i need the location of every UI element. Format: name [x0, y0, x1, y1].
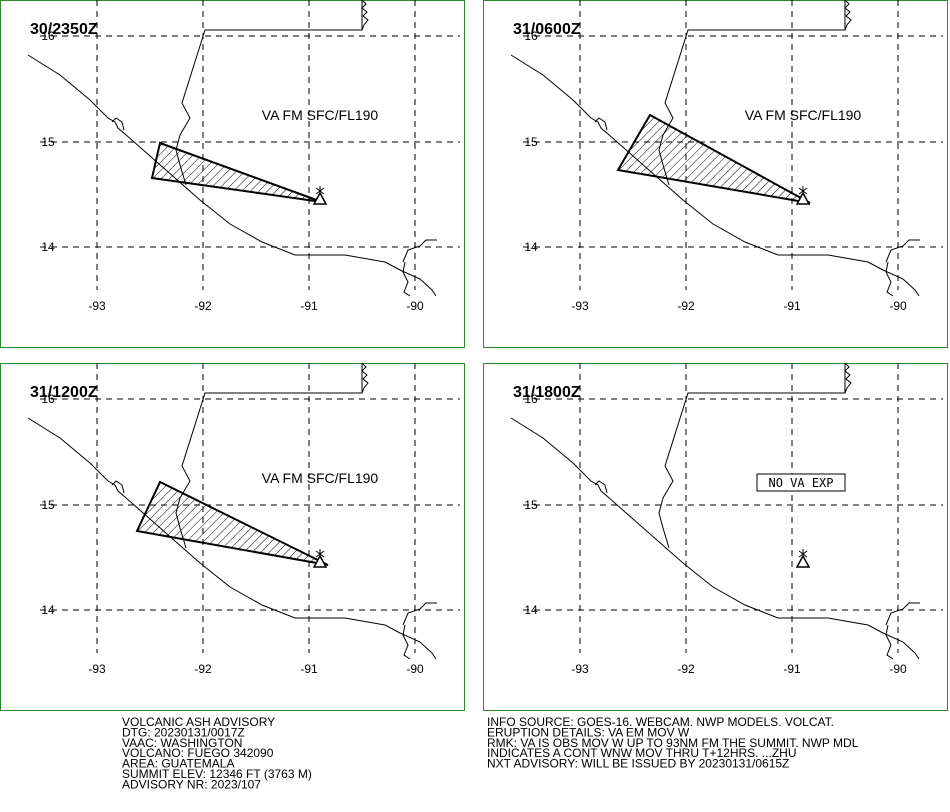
lon-label: -90 — [889, 299, 907, 313]
map-boundary — [361, 362, 369, 394]
ash-note: VA FM SFC/FL190 — [262, 107, 379, 123]
map-boundary — [111, 480, 125, 494]
map-boundary — [885, 602, 920, 626]
panel-frame — [483, 363, 948, 711]
map-boundary — [885, 624, 894, 660]
lon-label: -90 — [406, 299, 424, 313]
lat-label: 15 — [524, 498, 538, 512]
map-boundary — [111, 117, 125, 131]
lon-label: -92 — [677, 299, 695, 313]
eruption-icon — [798, 186, 808, 195]
lon-label: -90 — [406, 662, 424, 676]
lon-label: -92 — [194, 662, 212, 676]
lon-label: -93 — [88, 662, 106, 676]
map-boundary — [27, 54, 437, 297]
map-panel: -93 -92 -91 -90 16 15 14 31/0600Z VA FM SFC/FL19… — [483, 0, 948, 348]
ash-area — [135, 480, 329, 566]
panel-time: 31/0600Z — [513, 21, 581, 38]
lat-label: 14 — [524, 240, 538, 254]
eruption-icon — [315, 186, 325, 195]
lon-label: -91 — [783, 299, 801, 313]
lat-label: 16 — [41, 29, 55, 43]
volcano-icon — [312, 554, 328, 568]
panel-time: 31/1200Z — [30, 384, 98, 401]
lon-label: -91 — [300, 299, 318, 313]
advisory-line: ADVISORY NR: 2023/107 — [122, 777, 261, 791]
advisory-line: INFO SOURCE: GOES-16. WEBCAM. NWP MODELS… — [487, 715, 834, 729]
lon-label: -93 — [88, 299, 106, 313]
advisory-line: AREA: GUATEMALA — [122, 757, 234, 771]
map-boundary — [594, 480, 608, 494]
lat-label: 15 — [41, 498, 55, 512]
advisory-line: ERUPTION DETAILS: VA EM MOV W — [487, 725, 690, 739]
panel-frame — [0, 0, 465, 348]
ash-note: VA FM SFC/FL190 — [262, 470, 379, 486]
map-boundary — [402, 602, 437, 626]
advisory-line: RMK: VA IS OBS MOV W UP TO 93NM FM THE S… — [487, 736, 859, 750]
eruption-icon — [798, 549, 808, 558]
volcano-icon — [312, 191, 328, 205]
lon-label: -92 — [194, 299, 212, 313]
lat-label: 14 — [524, 603, 538, 617]
map-boundary — [510, 54, 920, 297]
map-boundary — [510, 417, 920, 660]
lon-label: -93 — [571, 662, 589, 676]
panel-frame — [483, 0, 948, 348]
map-boundary — [885, 261, 894, 297]
lat-label: 16 — [524, 29, 538, 43]
map-boundary — [27, 417, 437, 660]
lon-label: -92 — [677, 662, 695, 676]
panel-frame — [0, 363, 465, 711]
map-panel: -93 -92 -91 -90 16 15 14 30/2350Z VA FM SFC/FL19… — [0, 0, 465, 348]
lat-label: 16 — [524, 392, 538, 406]
ash-area — [150, 141, 323, 203]
ash-note: NO VA EXP — [768, 476, 833, 490]
lat-label: 15 — [41, 135, 55, 149]
advisory-line: NXT ADVISORY: WILL BE ISSUED BY 20230131… — [487, 757, 789, 771]
advisory-line: VOLCANO: FUEGO 342090 — [122, 746, 274, 760]
lat-label: 16 — [41, 392, 55, 406]
map-boundary — [844, 362, 852, 394]
map-panel: -93 -92 -91 -90 16 15 14 31/1800Z NO VA EXP — [483, 362, 948, 711]
map-panel: -93 -92 -91 -90 16 15 14 31/1200Z VA FM SFC/FL19… — [0, 362, 465, 711]
advisory-line: SUMMIT ELEV: 12346 FT (3763 M) — [122, 767, 312, 781]
advisory-line: DTG: 20230131/0017Z — [122, 725, 245, 739]
lat-label: 14 — [41, 603, 55, 617]
map-boundary — [402, 624, 411, 660]
lon-label: -91 — [300, 662, 318, 676]
lat-label: 15 — [524, 135, 538, 149]
map-boundary — [594, 117, 608, 131]
volcano-icon — [795, 554, 811, 568]
map-boundary — [402, 239, 437, 263]
lat-label: 14 — [41, 240, 55, 254]
map-boundary — [361, 0, 369, 31]
map-boundary — [658, 363, 846, 549]
map-boundary — [885, 239, 920, 263]
ash-area — [616, 113, 811, 204]
lon-label: -91 — [783, 662, 801, 676]
lon-label: -90 — [889, 662, 907, 676]
advisory-line: INDICATES A CONT WNW MOV THRU T+12HRS. .… — [487, 746, 796, 760]
ash-note: VA FM SFC/FL190 — [745, 107, 862, 123]
panel-time: 30/2350Z — [30, 21, 98, 38]
advisory-line: VAAC: WASHINGTON — [122, 736, 242, 750]
map-boundary — [175, 0, 363, 186]
note-box — [756, 473, 846, 492]
advisory-line: VOLCANIC ASH ADVISORY — [122, 715, 275, 729]
map-boundary — [402, 261, 411, 297]
lon-label: -93 — [571, 299, 589, 313]
volcano-icon — [795, 191, 811, 205]
eruption-icon — [315, 549, 325, 558]
map-boundary — [844, 0, 852, 31]
panel-time: 31/1800Z — [513, 384, 581, 401]
